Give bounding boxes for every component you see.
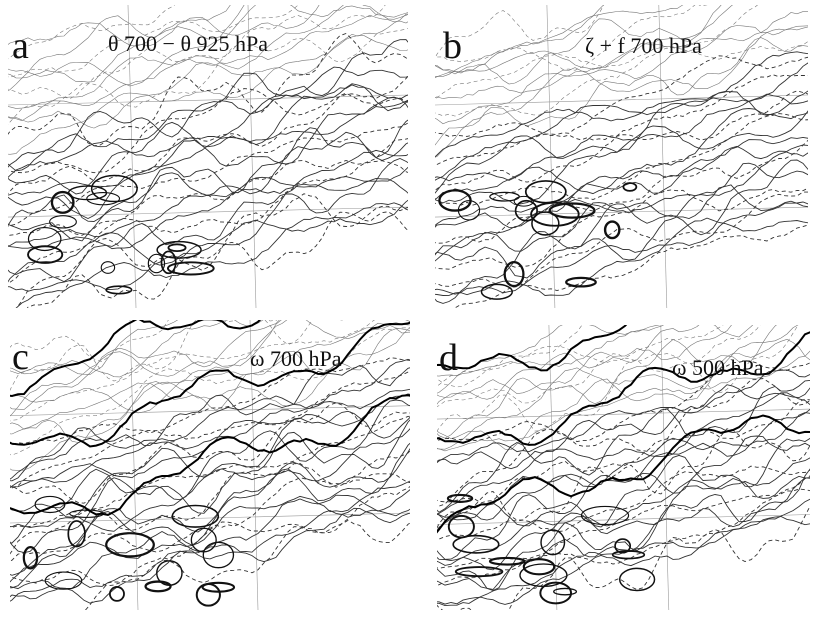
contour-line [10,359,410,484]
contour-map [10,320,410,610]
panel-title: ζ + f 700 hPa [585,35,702,57]
dense-contours [449,516,474,538]
dense-contours [106,533,154,556]
zero-contour [437,330,810,445]
map-panel: b ζ + f 700 hPa [435,5,808,308]
dense-contours [490,558,525,565]
dense-contours [110,587,124,601]
dense-contours [623,183,636,191]
panel-letter: d [439,339,458,377]
contour-line [10,320,410,375]
contour-line [8,150,408,252]
dense-contours [157,561,182,585]
figure: {"panels": [ {"label": "a", "title": "θ … [0,0,816,625]
meridian [130,320,138,610]
contour-line [8,40,408,171]
contour-line [8,191,408,291]
contour-line [435,160,808,278]
contour-line [10,320,410,377]
contour-line [10,366,410,496]
contour-line [10,328,410,442]
dense-contours [87,193,120,205]
map-panel: c ω 700 hPa [10,320,410,610]
contour-line [435,114,808,206]
parallel [10,406,410,416]
panel-letter: b [443,27,462,65]
contour-line [437,429,810,547]
dense-contours [168,244,185,251]
contour-line [435,56,808,137]
contour-line [435,100,808,205]
dense-contours [28,246,62,263]
contour-line [10,411,410,517]
dense-contours [45,572,82,589]
dense-contours [172,505,218,527]
dense-contours [581,506,628,524]
contour-line [435,218,808,295]
parallel [8,95,408,105]
contour-line [437,475,810,570]
contour-line [8,203,408,308]
contour-line [10,320,410,426]
dense-contours [520,564,567,586]
contour-line [8,97,408,218]
dense-contours [197,584,220,606]
contour-line [10,323,410,434]
contour-line [10,518,410,610]
contour-line [435,163,808,269]
contour-line [10,365,410,480]
meridian [547,5,555,308]
contour-line [435,94,808,181]
panel-title: θ 700 − θ 925 hPa [108,33,268,55]
map-panel: a θ 700 − θ 925 hPa [8,5,408,308]
contour-line [437,464,810,545]
zero-contour [10,320,410,396]
contour-line [437,489,810,593]
panel-title: ω 500 hPa [672,357,763,379]
contour-line [8,95,408,197]
dense-contours [620,568,655,590]
contour-line [437,399,810,503]
contour-line [435,91,808,199]
zero-contour [437,416,810,543]
contour-line [8,132,408,241]
contour-line [10,473,410,594]
dense-contours [68,521,85,547]
dense-contours [106,286,131,293]
contour-line [8,212,408,308]
panel-title: ω 700 hPa [250,348,341,370]
dense-contours [554,588,577,594]
contour-line [435,186,808,287]
panel-letter: c [12,338,29,376]
contour-line [435,137,808,233]
contour-line [10,321,410,470]
dense-contours [439,190,470,210]
panel-letter: a [12,27,29,65]
contour-line [437,370,810,471]
dense-contours [146,582,171,592]
contour-line [8,159,408,248]
contour-line [8,15,408,109]
dense-contours [613,551,645,558]
contour-line [8,116,408,244]
contour-line [437,380,810,512]
contour-line [437,325,810,449]
contour-line [435,59,808,184]
contour-line [10,500,410,610]
map-panel: d ω 500 hPa [437,325,810,610]
contour-line [435,222,808,308]
contour-line [8,161,408,289]
dense-contours [24,547,37,568]
